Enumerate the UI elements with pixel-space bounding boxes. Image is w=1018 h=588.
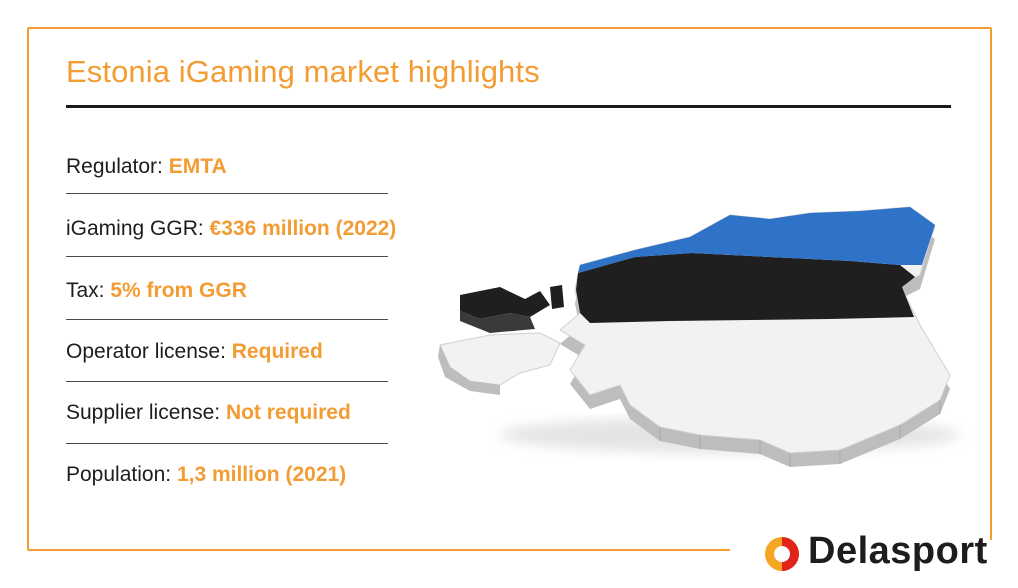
estonia-flag-map-icon	[438, 206, 960, 467]
title-divider	[66, 105, 951, 108]
fact-label: Tax:	[66, 279, 105, 302]
fact-divider	[66, 193, 388, 194]
fact-value: 1,3 million (2021)	[176, 463, 347, 486]
fact-label: Operator license:	[66, 340, 226, 363]
fact-value: 5% from GGR	[110, 279, 247, 302]
fact-value: Not required	[225, 401, 351, 424]
fact-tax: Tax: 5% from GGR	[66, 279, 396, 303]
fact-operator-license: Operator license: Required	[66, 340, 396, 364]
brand-name: Delasport	[808, 530, 988, 572]
fact-label: iGaming GGR:	[66, 217, 204, 240]
page-title: Estonia iGaming market highlights	[66, 54, 540, 89]
fact-regulator: Regulator: EMTA	[66, 155, 396, 179]
content-frame	[27, 27, 992, 551]
fact-ggr: iGaming GGR: €336 million (2022)	[66, 217, 396, 241]
fact-divider	[66, 381, 388, 382]
fact-value: Required	[231, 340, 323, 363]
fact-label: Supplier license:	[66, 401, 221, 424]
fact-divider	[66, 443, 388, 444]
fact-value: €336 million (2022)	[209, 217, 397, 240]
delasport-logo-icon	[765, 537, 799, 571]
fact-divider	[66, 319, 388, 320]
fact-population: Population: 1,3 million (2021)	[66, 463, 396, 487]
fact-value: EMTA	[168, 155, 227, 178]
fact-supplier-license: Supplier license: Not required	[66, 401, 396, 425]
fact-label: Population:	[66, 463, 172, 486]
brand-logo: Delasport	[762, 528, 1002, 578]
fact-divider	[66, 256, 388, 257]
fact-label: Regulator:	[66, 155, 163, 178]
